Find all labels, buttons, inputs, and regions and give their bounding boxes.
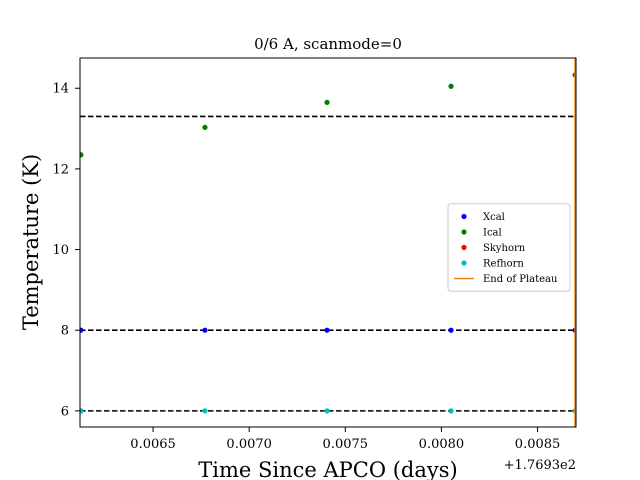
legend-box	[447, 203, 571, 292]
refhorn-point-3	[448, 408, 454, 414]
x-axis-label: Time Since APCO (days)	[198, 458, 457, 480]
plot-data-layer	[80, 58, 576, 427]
xcal-point-1	[202, 327, 208, 333]
axes-frame	[79, 57, 577, 428]
legend: Xcal Ical Skyhorn Refhorn End of Plateau	[447, 203, 571, 292]
ical-point-0	[80, 152, 84, 158]
y-tick-label-3: 12	[52, 162, 69, 177]
legend-swatch-ical	[461, 229, 467, 235]
x-axis-offset-label: +1.7693e2	[504, 458, 576, 473]
legend-swatch-refhorn	[461, 260, 467, 266]
xcal-point-0	[80, 327, 84, 333]
x-tick-label-3: 0.0080	[419, 437, 465, 452]
y-tick-label-2: 10	[52, 243, 69, 258]
axes: 0.0065 0.0070 0.0075 0.0080 0.0085 6 8 10 12 14	[52, 57, 577, 452]
refhorn-point-2	[324, 408, 330, 414]
x-tick-label-1: 0.0070	[226, 437, 272, 452]
refhorn-point-0	[80, 408, 84, 414]
chart-title: 0/6 A, scanmode=0	[254, 35, 402, 53]
xcal-point-2	[324, 327, 330, 333]
y-tick-label-4: 14	[52, 82, 69, 97]
legend-label-ical: Ical	[483, 228, 502, 239]
xcal-point-3	[448, 327, 454, 333]
ical-point-3	[448, 83, 454, 89]
legend-swatch-skyhorn	[461, 244, 467, 251]
refhorn-point-1	[202, 408, 208, 414]
x-tick-label-2: 0.0075	[323, 437, 369, 452]
y-tick-label-0: 6	[61, 404, 69, 419]
legend-label-skyhorn: Skyhorn	[483, 243, 526, 254]
legend-swatch-xcal	[461, 213, 467, 220]
legend-label-refhorn: Refhorn	[483, 259, 524, 270]
x-tick-label-4: 0.0085	[515, 437, 561, 452]
y-axis-label: Temperature (K)	[19, 154, 43, 330]
y-tick-label-1: 8	[61, 324, 69, 339]
x-tick-label-0: 0.0065	[130, 437, 176, 452]
ical-point-2	[324, 99, 330, 105]
ical-point-1	[202, 124, 208, 130]
legend-label-xcal: Xcal	[483, 212, 505, 223]
legend-label-end-of-plateau: End of Plateau	[483, 274, 558, 285]
